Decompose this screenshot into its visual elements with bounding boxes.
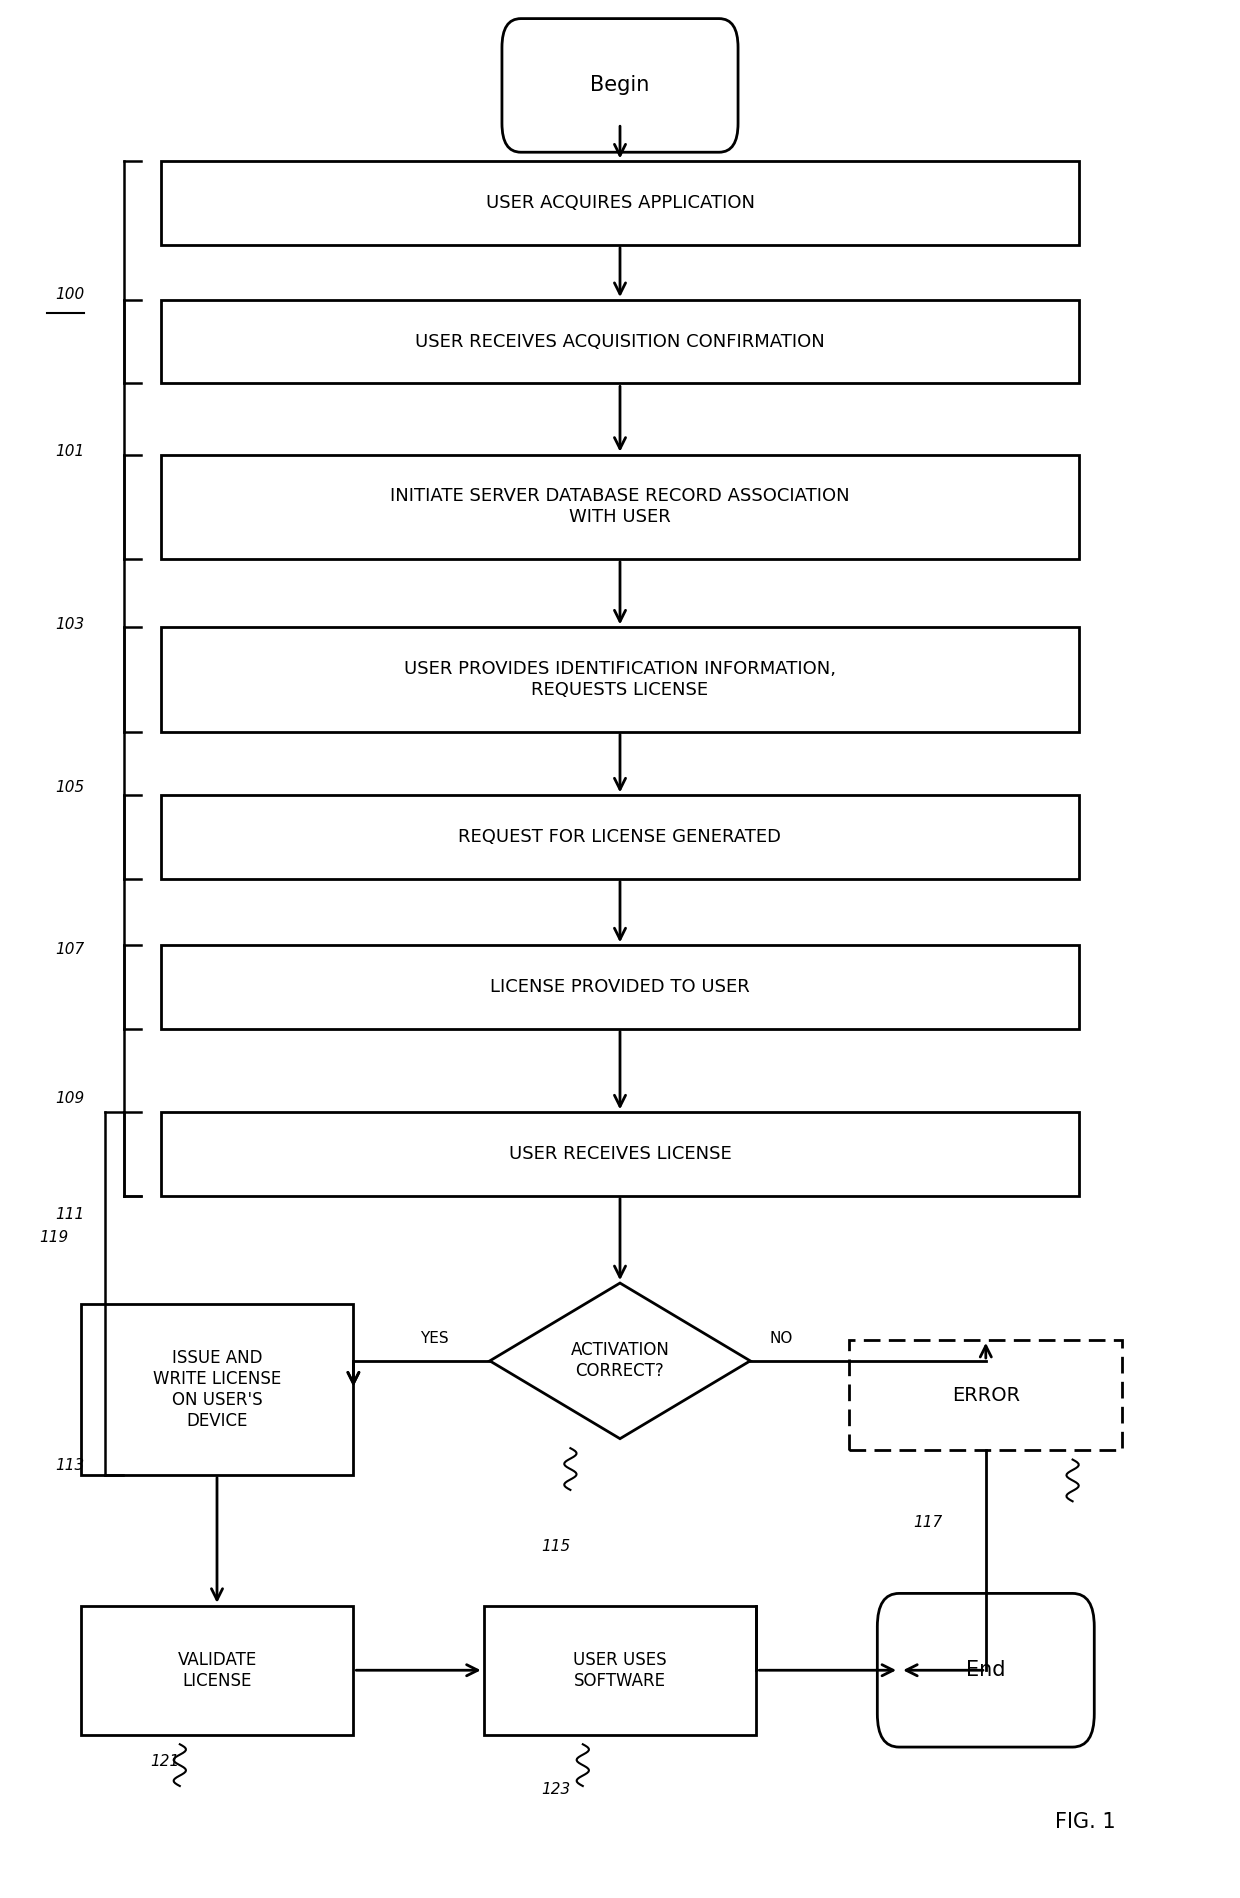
Text: 107: 107 (55, 941, 84, 957)
Polygon shape (490, 1283, 750, 1439)
Text: ERROR: ERROR (952, 1386, 1019, 1405)
Text: YES: YES (419, 1330, 449, 1346)
FancyBboxPatch shape (878, 1594, 1094, 1746)
Text: NO: NO (770, 1330, 792, 1346)
Bar (849, 1340, 1122, 1450)
Bar (161, 945, 1079, 1029)
Bar (161, 456, 1079, 560)
Text: 111: 111 (55, 1207, 84, 1222)
Text: INITIATE SERVER DATABASE RECORD ASSOCIATION
WITH USER: INITIATE SERVER DATABASE RECORD ASSOCIAT… (391, 488, 849, 526)
Text: 113: 113 (55, 1458, 84, 1473)
Text: USER RECEIVES LICENSE: USER RECEIVES LICENSE (508, 1144, 732, 1163)
FancyBboxPatch shape (502, 19, 738, 152)
Bar (161, 1112, 1079, 1196)
Text: Begin: Begin (590, 76, 650, 95)
Text: REQUEST FOR LICENSE GENERATED: REQUEST FOR LICENSE GENERATED (459, 828, 781, 847)
Text: USER RECEIVES ACQUISITION CONFIRMATION: USER RECEIVES ACQUISITION CONFIRMATION (415, 332, 825, 351)
Bar (81, 1606, 353, 1735)
Bar (161, 795, 1079, 879)
Text: USER PROVIDES IDENTIFICATION INFORMATION,
REQUESTS LICENSE: USER PROVIDES IDENTIFICATION INFORMATION… (404, 661, 836, 698)
Text: 119: 119 (38, 1230, 68, 1245)
Bar (161, 626, 1079, 731)
Text: LICENSE PROVIDED TO USER: LICENSE PROVIDED TO USER (490, 977, 750, 996)
Text: 101: 101 (55, 444, 84, 459)
Text: End: End (966, 1661, 1006, 1680)
Bar (161, 300, 1079, 383)
Text: FIG. 1: FIG. 1 (1055, 1813, 1115, 1832)
Text: 105: 105 (55, 780, 84, 795)
Text: ISSUE AND
WRITE LICENSE
ON USER'S
DEVICE: ISSUE AND WRITE LICENSE ON USER'S DEVICE (153, 1349, 281, 1429)
Text: USER USES
SOFTWARE: USER USES SOFTWARE (573, 1651, 667, 1689)
Text: VALIDATE
LICENSE: VALIDATE LICENSE (177, 1651, 257, 1689)
Bar (484, 1606, 756, 1735)
Text: 103: 103 (55, 617, 84, 632)
Text: ACTIVATION
CORRECT?: ACTIVATION CORRECT? (570, 1342, 670, 1380)
Text: 117: 117 (913, 1515, 942, 1530)
Text: 121: 121 (150, 1754, 180, 1769)
Text: 123: 123 (541, 1782, 570, 1797)
Text: USER ACQUIRES APPLICATION: USER ACQUIRES APPLICATION (486, 194, 754, 213)
Text: 109: 109 (55, 1091, 84, 1107)
Text: 115: 115 (541, 1539, 570, 1554)
Text: 100: 100 (55, 287, 84, 302)
Bar (81, 1304, 353, 1475)
Bar (161, 161, 1079, 245)
